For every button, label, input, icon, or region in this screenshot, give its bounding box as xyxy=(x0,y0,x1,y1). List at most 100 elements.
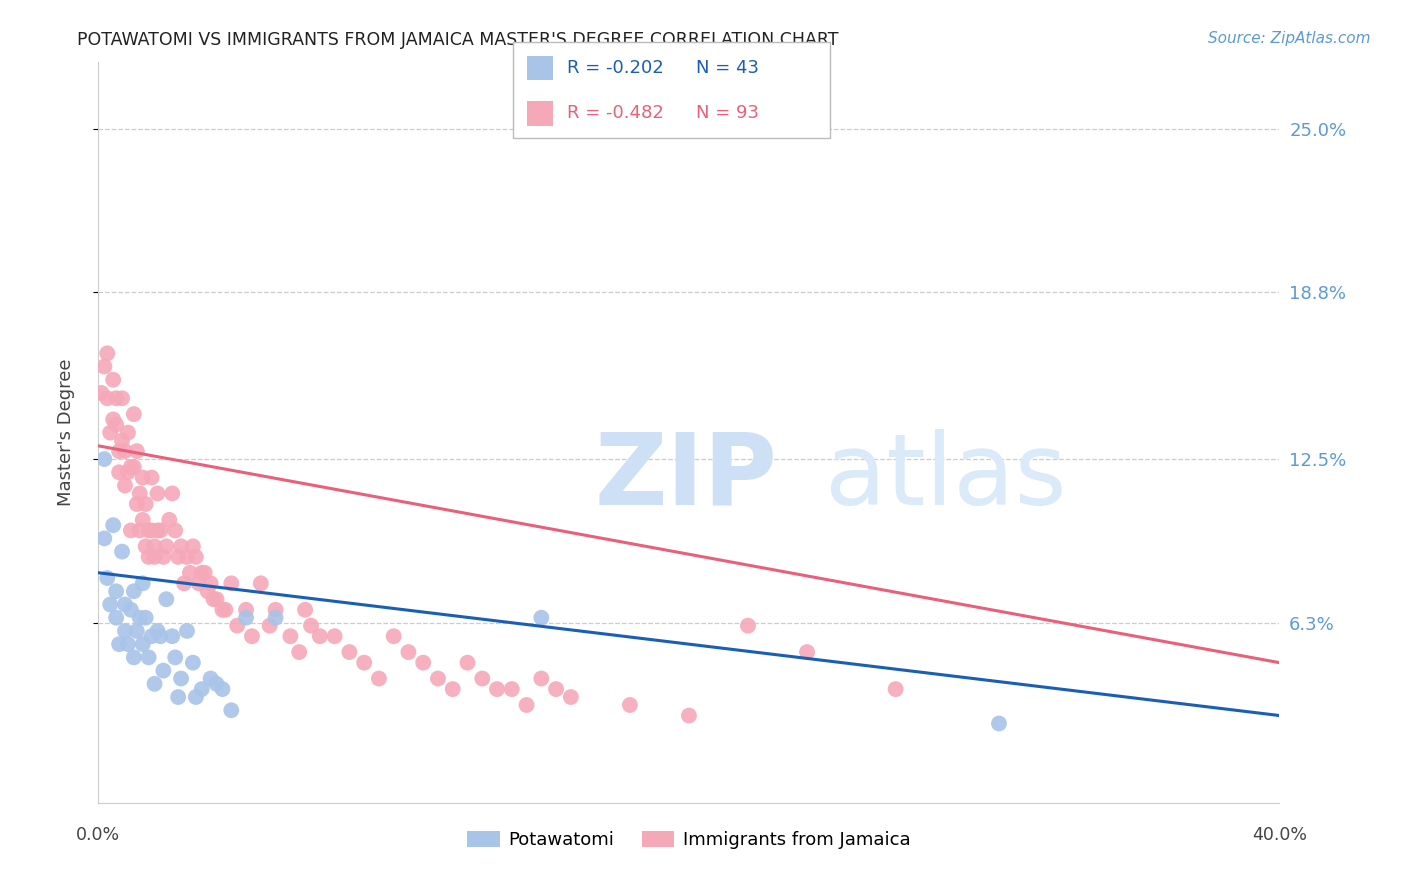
Point xyxy=(108,637,131,651)
Point xyxy=(170,539,193,553)
Point xyxy=(143,677,166,691)
Point xyxy=(146,486,169,500)
Point xyxy=(108,465,131,479)
Point xyxy=(165,650,187,665)
Point xyxy=(427,672,450,686)
Point xyxy=(179,566,201,580)
Point xyxy=(530,611,553,625)
Point xyxy=(796,645,818,659)
Point xyxy=(235,603,257,617)
Point xyxy=(122,407,145,421)
Point xyxy=(501,682,523,697)
Point xyxy=(141,470,163,484)
Point xyxy=(93,532,115,546)
Point xyxy=(368,672,391,686)
Point xyxy=(191,682,214,697)
Point xyxy=(516,698,538,712)
Point xyxy=(98,598,121,612)
Point xyxy=(288,645,311,659)
Point xyxy=(200,576,222,591)
Point xyxy=(98,425,121,440)
Point xyxy=(143,539,166,553)
Point xyxy=(181,539,204,553)
Point xyxy=(162,486,183,500)
Point xyxy=(138,650,160,665)
Point xyxy=(205,592,228,607)
Point xyxy=(250,576,273,591)
Point xyxy=(737,618,759,632)
Point xyxy=(103,412,125,426)
Point xyxy=(114,478,136,492)
Point xyxy=(240,629,263,643)
Text: 40.0%: 40.0% xyxy=(1251,827,1308,845)
Point xyxy=(146,624,169,638)
Point xyxy=(122,584,145,599)
Point xyxy=(111,434,134,448)
Point xyxy=(294,603,316,617)
Point xyxy=(205,677,228,691)
Text: 0.0%: 0.0% xyxy=(76,827,121,845)
Text: R = -0.202: R = -0.202 xyxy=(567,59,664,77)
Point xyxy=(167,549,190,564)
Point xyxy=(120,524,142,538)
Text: POTAWATOMI VS IMMIGRANTS FROM JAMAICA MASTER'S DEGREE CORRELATION CHART: POTAWATOMI VS IMMIGRANTS FROM JAMAICA MA… xyxy=(77,31,839,49)
Point xyxy=(152,664,174,678)
Point xyxy=(111,391,134,405)
Point xyxy=(412,656,434,670)
Point xyxy=(128,486,150,500)
Point xyxy=(486,682,509,697)
Point xyxy=(117,425,139,440)
Point xyxy=(457,656,479,670)
Point xyxy=(441,682,464,697)
Point xyxy=(678,708,700,723)
Point xyxy=(93,452,115,467)
Point xyxy=(96,571,118,585)
Point xyxy=(259,618,281,632)
Point xyxy=(125,444,148,458)
Legend: Potawatomi, Immigrants from Jamaica: Potawatomi, Immigrants from Jamaica xyxy=(460,824,918,856)
Point xyxy=(122,650,145,665)
Point xyxy=(619,698,641,712)
Point xyxy=(309,629,332,643)
Point xyxy=(264,611,287,625)
Point xyxy=(117,637,139,651)
Text: ZIP: ZIP xyxy=(595,428,778,525)
Point xyxy=(135,611,157,625)
Point xyxy=(200,672,222,686)
Point xyxy=(141,629,163,643)
Text: N = 43: N = 43 xyxy=(696,59,759,77)
Point xyxy=(114,624,136,638)
Point xyxy=(988,716,1011,731)
Point xyxy=(114,444,136,458)
Point xyxy=(162,629,183,643)
Point xyxy=(546,682,568,697)
Point xyxy=(155,592,177,607)
Point xyxy=(299,618,322,632)
Point xyxy=(103,518,125,533)
Point xyxy=(339,645,361,659)
Point xyxy=(120,603,142,617)
Point xyxy=(141,524,163,538)
Point xyxy=(211,682,233,697)
Point xyxy=(202,592,225,607)
Point xyxy=(471,672,494,686)
Y-axis label: Master's Degree: Master's Degree xyxy=(56,359,75,507)
Point xyxy=(111,544,134,558)
Point xyxy=(221,703,243,717)
Point xyxy=(323,629,346,643)
Point xyxy=(181,656,204,670)
Point xyxy=(149,629,172,643)
Point xyxy=(184,549,207,564)
Point xyxy=(96,391,118,405)
Point xyxy=(155,539,177,553)
Point xyxy=(214,603,236,617)
Point xyxy=(138,524,160,538)
Point xyxy=(560,690,582,704)
Point xyxy=(157,513,180,527)
Point xyxy=(211,603,233,617)
Point xyxy=(280,629,302,643)
Point xyxy=(128,611,150,625)
Point xyxy=(221,576,243,591)
Point xyxy=(128,524,150,538)
Point xyxy=(132,470,155,484)
